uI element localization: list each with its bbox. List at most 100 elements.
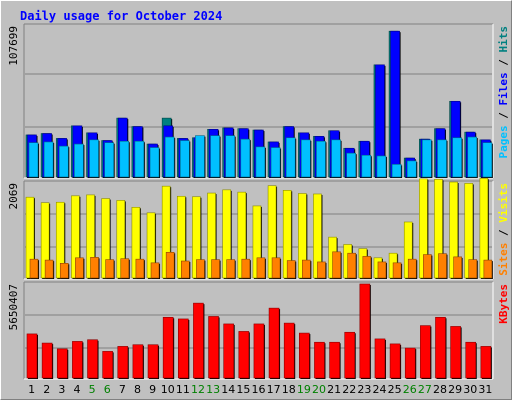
bar-kbytes bbox=[102, 351, 113, 379]
x-tick-label: 17 bbox=[267, 383, 281, 396]
bar-pages bbox=[255, 146, 266, 178]
bar-sites bbox=[226, 259, 235, 279]
hits-panel-legend-part: Pages bbox=[497, 125, 510, 158]
bar-sites bbox=[438, 253, 447, 279]
bar-kbytes bbox=[177, 318, 189, 379]
bar-pages bbox=[316, 140, 326, 178]
bar-sites bbox=[44, 259, 54, 279]
hits-panel-legend-part: / bbox=[497, 106, 510, 126]
bar-pages bbox=[422, 139, 432, 178]
kbytes-panel-side-legend: KBytes bbox=[497, 284, 510, 324]
bar-sites bbox=[196, 259, 205, 279]
bar-kbytes bbox=[147, 344, 159, 379]
bar-sites bbox=[468, 259, 478, 279]
x-tick-label: 16 bbox=[252, 383, 266, 396]
bar-sites bbox=[165, 251, 175, 279]
x-tick-label: 27 bbox=[418, 383, 432, 396]
bar-pages bbox=[391, 164, 402, 178]
kbytes-panel-legend-part: KBytes bbox=[497, 284, 510, 324]
x-tick-label: 30 bbox=[463, 383, 477, 396]
bar-kbytes bbox=[193, 302, 204, 379]
bar-sites bbox=[407, 258, 417, 279]
kbytes-panel-y-max-label: 5650407 bbox=[7, 284, 20, 330]
bar-pages bbox=[104, 142, 114, 178]
bar-pages bbox=[376, 155, 387, 178]
bar-pages bbox=[270, 147, 281, 178]
visits-panel-legend-part: Sites bbox=[497, 243, 510, 276]
bar-pages bbox=[134, 140, 145, 178]
bar-sites bbox=[392, 262, 402, 279]
bar-sites bbox=[453, 256, 462, 279]
x-tick-label: 1 bbox=[28, 383, 35, 396]
bar-sites bbox=[317, 261, 326, 279]
bar-kbytes bbox=[465, 341, 477, 379]
x-tick-label: 26 bbox=[403, 383, 417, 396]
x-tick-label: 4 bbox=[73, 383, 80, 396]
x-tick-label: 31 bbox=[478, 383, 492, 396]
x-tick-label: 20 bbox=[312, 383, 326, 396]
bar-kbytes bbox=[359, 283, 371, 379]
bar-sites bbox=[90, 257, 99, 279]
x-tick-label: 7 bbox=[119, 383, 126, 396]
bar-kbytes bbox=[314, 341, 325, 379]
bar-sites bbox=[120, 258, 130, 279]
bar-files bbox=[390, 30, 400, 178]
bar-sites bbox=[347, 252, 357, 279]
x-tick-label: 15 bbox=[236, 383, 250, 396]
bar-sites bbox=[362, 256, 372, 279]
bar-kbytes bbox=[268, 307, 280, 379]
bar-pages bbox=[164, 136, 175, 178]
bar-pages bbox=[149, 147, 160, 178]
x-tick-label: 3 bbox=[58, 383, 65, 396]
bar-pages bbox=[437, 139, 447, 178]
hits-panel-legend-part: Hits bbox=[497, 26, 510, 53]
hits-panel-side-legend: Pages / Files / Hits bbox=[497, 26, 510, 159]
bar-pages bbox=[195, 135, 205, 178]
bar-kbytes bbox=[41, 342, 53, 379]
x-tick-label: 14 bbox=[221, 383, 235, 396]
visits-panel-legend-part: Visits bbox=[497, 183, 510, 223]
bar-kbytes bbox=[480, 346, 492, 379]
x-tick-label: 24 bbox=[373, 383, 387, 396]
x-tick-label: 5 bbox=[89, 383, 96, 396]
visits-panel-y-max-label: 2069 bbox=[7, 183, 20, 210]
bar-kbytes bbox=[72, 341, 83, 379]
bar-pages bbox=[89, 139, 99, 178]
x-tick-label: 25 bbox=[388, 383, 402, 396]
bar-pages bbox=[467, 136, 478, 178]
bar-sites bbox=[286, 260, 296, 279]
bar-kbytes bbox=[132, 344, 144, 379]
bar-sites bbox=[180, 260, 190, 279]
bar-sites bbox=[135, 258, 145, 279]
bar-sites bbox=[105, 259, 114, 279]
x-tick-label: 10 bbox=[161, 383, 175, 396]
bar-kbytes bbox=[26, 333, 38, 379]
bar-pages bbox=[58, 145, 69, 178]
bar-kbytes bbox=[450, 326, 461, 379]
x-tick-label: 21 bbox=[327, 383, 341, 396]
x-tick-label: 9 bbox=[149, 383, 156, 396]
bar-pages bbox=[210, 135, 220, 178]
bar-sites bbox=[377, 261, 387, 279]
visits-panel-legend-part: / bbox=[497, 223, 510, 243]
x-tick-label: 23 bbox=[357, 383, 371, 396]
bar-pages bbox=[301, 139, 311, 178]
hits-panel-legend-part: / bbox=[497, 53, 510, 73]
bar-kbytes bbox=[299, 332, 310, 379]
hits-panel-legend-part: Files bbox=[497, 72, 510, 105]
bar-kbytes bbox=[208, 316, 219, 379]
bar-sites bbox=[256, 257, 266, 279]
bar-kbytes bbox=[389, 343, 401, 379]
x-tick-label: 12 bbox=[191, 383, 205, 396]
bar-kbytes bbox=[56, 348, 68, 379]
bar-kbytes bbox=[329, 341, 340, 379]
bar-pages bbox=[285, 137, 296, 178]
visits-panel-side-legend: Sites / Visits bbox=[497, 183, 510, 276]
bar-kbytes bbox=[117, 346, 129, 379]
x-tick-label: 2 bbox=[43, 383, 50, 396]
bar-pages bbox=[179, 140, 190, 178]
bar-sites bbox=[59, 263, 69, 279]
bar-pages bbox=[346, 152, 357, 178]
